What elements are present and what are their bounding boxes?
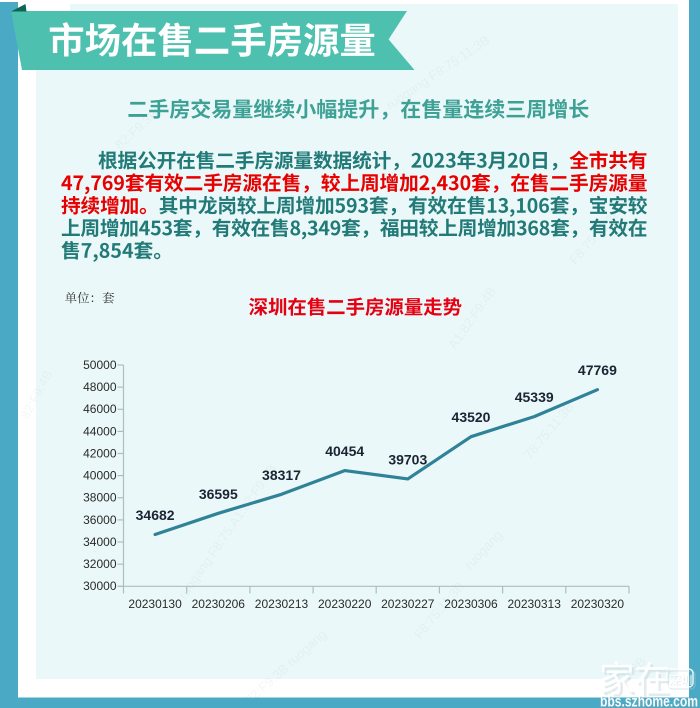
svg-text:30000: 30000 xyxy=(83,579,117,593)
svg-text:bbs.szhome.com: bbs.szhome.com xyxy=(600,694,698,708)
svg-text:20230227: 20230227 xyxy=(381,597,435,611)
svg-text:44000: 44000 xyxy=(83,424,117,438)
svg-text:20230130: 20230130 xyxy=(128,597,182,611)
svg-text:20230306: 20230306 xyxy=(444,597,498,611)
svg-text:34682: 34682 xyxy=(136,507,175,523)
svg-text:47769: 47769 xyxy=(578,362,617,378)
svg-text:50000: 50000 xyxy=(83,358,117,372)
svg-text:20230313: 20230313 xyxy=(508,597,562,611)
svg-text:20230220: 20230220 xyxy=(318,597,372,611)
svg-text:20230213: 20230213 xyxy=(255,597,309,611)
svg-text:38317: 38317 xyxy=(262,467,301,483)
svg-text:45339: 45339 xyxy=(515,389,554,405)
svg-text:20230320: 20230320 xyxy=(571,597,625,611)
svg-text:38000: 38000 xyxy=(83,491,117,505)
svg-text:39703: 39703 xyxy=(388,451,427,467)
svg-text:48000: 48000 xyxy=(83,380,117,394)
svg-text:40000: 40000 xyxy=(83,469,117,483)
svg-text:40454: 40454 xyxy=(325,443,364,459)
svg-text:46000: 46000 xyxy=(83,402,117,416)
svg-text:36000: 36000 xyxy=(83,513,117,527)
svg-text:36595: 36595 xyxy=(199,486,238,502)
svg-text:bbs.szhome.com: bbs.szhome.com xyxy=(602,695,700,708)
svg-text:32000: 32000 xyxy=(83,557,117,571)
svg-text:43520: 43520 xyxy=(452,409,491,425)
svg-text:20230206: 20230206 xyxy=(192,597,246,611)
svg-text:34000: 34000 xyxy=(83,535,117,549)
svg-text:42000: 42000 xyxy=(83,446,117,460)
